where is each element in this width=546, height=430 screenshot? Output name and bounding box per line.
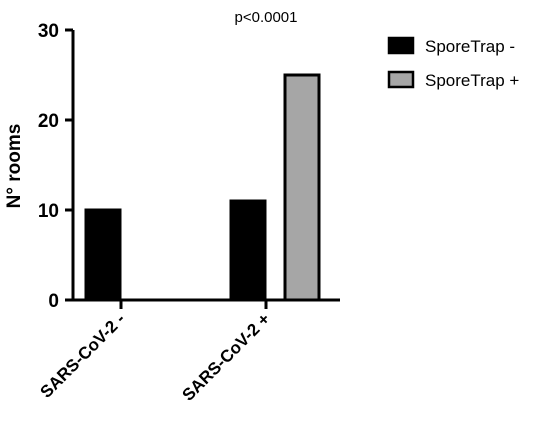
bars xyxy=(84,73,321,302)
legend-label: SporeTrap - xyxy=(425,37,515,56)
y-tick-label: 10 xyxy=(38,201,59,222)
bar-sporetrap-neg xyxy=(229,199,267,302)
significance-annotation: p<0.0001 xyxy=(235,9,298,26)
x-category-label: SARS-CoV-2 - xyxy=(37,309,129,401)
legend-label: SporeTrap + xyxy=(425,71,519,90)
y-tick-label: 20 xyxy=(38,111,59,132)
x-axis: SARS-CoV-2 - SARS-CoV-2 + xyxy=(37,298,340,405)
y-tick-label: 0 xyxy=(48,291,59,312)
legend-swatch xyxy=(387,70,415,89)
x-category-label: SARS-CoV-2 + xyxy=(179,309,274,404)
y-axis-title: N° rooms xyxy=(4,124,25,209)
legend: SporeTrap - SporeTrap + xyxy=(387,36,519,90)
bar-sporetrap-pos xyxy=(283,73,321,302)
y-tick-label: 30 xyxy=(38,21,59,42)
y-axis: 0 10 20 30 xyxy=(38,21,75,312)
legend-swatch xyxy=(387,36,415,55)
bar-sporetrap-neg xyxy=(84,208,122,302)
